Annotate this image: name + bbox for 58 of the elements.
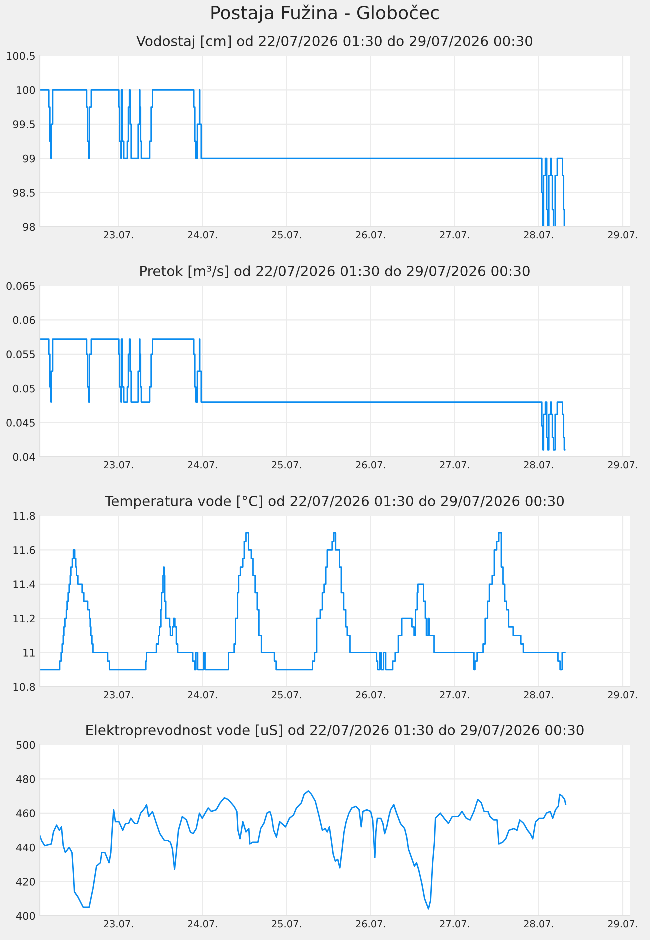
x-tick-label: 23.07. [104,231,134,239]
y-tick-label: 11.8 [14,512,36,520]
chart-subtitle: Elektroprevodnost vode [uS] od 22/07/2026 01:30 do 29/07/2026 00:30 [86,724,584,738]
y-tick-label: 99.5 [13,120,35,129]
y-tick-label: 0.05 [13,384,35,393]
x-tick-label: 28.07. [524,920,554,928]
y-tick-label: 11.6 [14,546,36,554]
y-tick-label: 500 [16,741,36,750]
x-tick-label: 29.07. [608,231,638,239]
x-tick-label: 25.07. [272,920,302,928]
y-tick-label: 10.8 [14,683,36,692]
x-tick-label: 25.07. [272,691,302,699]
y-tick-label: 400 [16,912,36,920]
x-tick-label: 26.07. [356,461,386,469]
y-tick-label: 11.4 [14,580,36,588]
x-tick-label: 24.07. [188,231,218,239]
y-tick-label: 11.2 [14,614,35,623]
x-tick-label: 26.07. [356,231,386,239]
chart-subtitle: Pretok [m³/s] od 22/07/2026 01:30 do 29/07/2026 00:30 [140,266,530,278]
y-tick-label: 11 [24,649,35,657]
x-tick-label: 27.07. [440,461,470,469]
x-tick-label: 29.07. [608,691,638,699]
x-tick-label: 24.07. [188,461,218,469]
x-tick-label: 25.07. [272,231,302,239]
x-tick-label: 27.07. [440,691,470,699]
x-tick-label: 29.07. [608,461,638,469]
y-tick-label: 99 [23,154,36,163]
x-tick-label: 24.07. [188,691,218,699]
y-tick-label: 0.055 [6,350,35,359]
y-tick-label: 420 [16,878,36,886]
x-tick-label: 23.07. [104,691,134,699]
y-tick-label: 0.045 [6,419,35,427]
x-tick-label: 27.07. [440,231,470,239]
x-tick-label: 25.07. [272,461,302,469]
y-tick-label: 98.5 [13,189,35,197]
x-tick-label: 27.07. [440,920,470,928]
x-tick-label: 28.07. [524,231,554,239]
x-tick-label: 23.07. [104,461,134,469]
y-tick-label: 100 [17,86,36,94]
y-tick-label: 0.065 [6,282,35,290]
x-tick-label: 29.07. [608,920,638,928]
x-tick-label: 28.07. [524,461,554,469]
y-tick-label: 0.04 [13,453,36,462]
x-tick-label: 24.07. [188,920,218,928]
x-tick-label: 23.07. [104,920,134,928]
y-tick-label: 100.5 [7,52,35,60]
x-tick-label: 26.07. [356,920,386,928]
chart-title: Postaja Fužina - Globočec [212,4,439,24]
y-tick-label: 0.06 [13,316,36,324]
y-tick-label: 480 [16,775,36,784]
y-tick-label: 460 [16,810,36,818]
x-tick-label: 26.07. [356,691,386,699]
line-series [40,790,567,910]
x-tick-label: 28.07. [524,691,554,699]
y-tick-label: 440 [16,844,36,852]
chart-subtitle: Vodostaj [cm] od 22/07/2026 01:30 do 29/07/2026 00:30 [136,36,533,50]
y-tick-label: 98 [23,223,36,232]
chart-subtitle: Temperatura vode [°C] od 22/07/2026 01:30 do 29/07/2026 00:30 [105,496,564,510]
